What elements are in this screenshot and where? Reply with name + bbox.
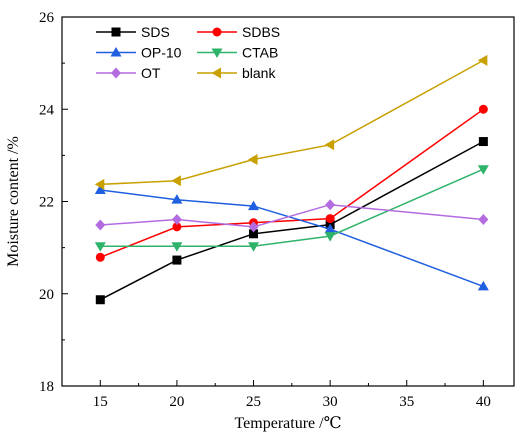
data-point-ot: [95, 219, 106, 231]
data-point-blank: [248, 154, 258, 166]
data-point-sdbs: [478, 104, 488, 114]
axes-layer: 15 20 25 30 35 40 18 20 22 24 26: [39, 10, 515, 410]
legend: SDS SDBS OP-10 CTAB OT blank: [96, 24, 280, 81]
data-point-blank: [94, 178, 105, 190]
series-layer: [94, 54, 489, 305]
series-blank: [94, 54, 488, 190]
series-line-ot: [100, 203, 484, 228]
legend-item-op-10: OP-10: [96, 45, 182, 61]
data-point-ctab: [94, 242, 106, 252]
data-point-blank: [477, 54, 488, 66]
legend-marker-ctab: [211, 48, 223, 58]
legend-item-sds: SDS: [96, 24, 170, 40]
legend-label-ctab: CTAB: [242, 45, 278, 61]
legend-label-blank: blank: [242, 65, 276, 81]
data-point-op-10: [94, 184, 106, 194]
data-point-ctab: [171, 242, 183, 252]
legend-label-op-10: OP-10: [141, 45, 182, 61]
legend-marker-sdbs: [212, 27, 222, 37]
data-point-blank: [171, 175, 181, 187]
legend-marker-sds: [111, 27, 121, 37]
legend-label-sdbs: SDBS: [242, 24, 280, 40]
series-line-sdbs: [100, 108, 484, 258]
data-point-sds: [172, 255, 182, 265]
legend-item-blank: blank: [197, 65, 276, 81]
x-tick-label: 30: [323, 394, 338, 410]
x-tick-label: 20: [169, 394, 184, 410]
data-point-ctab: [248, 242, 260, 252]
x-axis-title: Temperature /℃: [235, 415, 342, 432]
y-axis-title: Moisture content /%: [5, 136, 22, 267]
data-point-ctab: [477, 165, 489, 175]
series-op-10: [94, 184, 489, 291]
data-point-ot: [325, 199, 336, 211]
data-point-op-10: [248, 200, 260, 211]
data-point-op-10: [477, 280, 489, 291]
x-tick-label: 25: [246, 394, 261, 410]
x-tick-label: 40: [476, 394, 491, 410]
data-point-op-10: [324, 223, 336, 234]
legend-marker-ot: [111, 67, 121, 79]
data-point-sds: [95, 295, 105, 305]
data-point-sdbs: [95, 252, 105, 262]
data-point-ctab: [324, 232, 336, 242]
data-point-blank: [324, 139, 335, 151]
legend-item-ctab: CTAB: [197, 45, 278, 61]
y-tick-label: 20: [39, 287, 54, 303]
series-ctab: [94, 165, 489, 252]
data-point-sdbs: [325, 214, 335, 224]
data-point-ot: [248, 221, 259, 233]
data-point-sds: [249, 229, 259, 239]
legend-label-ot: OT: [141, 65, 161, 81]
data-point-ot: [171, 213, 182, 225]
legend-marker-blank: [211, 67, 221, 79]
series-line-op-10: [100, 189, 484, 288]
data-point-sdbs: [172, 222, 182, 232]
series-ot: [95, 199, 489, 233]
legend-item-sdbs: SDBS: [197, 24, 280, 40]
legend-label-sds: SDS: [141, 24, 170, 40]
legend-item-ot: OT: [96, 65, 161, 81]
y-tick-label: 24: [39, 102, 55, 118]
y-tick-label: 22: [39, 195, 54, 211]
y-tick-label: 26: [39, 10, 55, 26]
data-point-op-10: [171, 194, 183, 204]
series-sdbs: [95, 104, 488, 262]
data-point-ot: [478, 213, 489, 225]
x-tick-label: 35: [399, 394, 414, 410]
legend-marker-op-10: [110, 47, 122, 57]
y-tick-label: 18: [39, 379, 54, 395]
x-tick-label: 15: [93, 394, 108, 410]
data-point-sds: [478, 137, 488, 147]
